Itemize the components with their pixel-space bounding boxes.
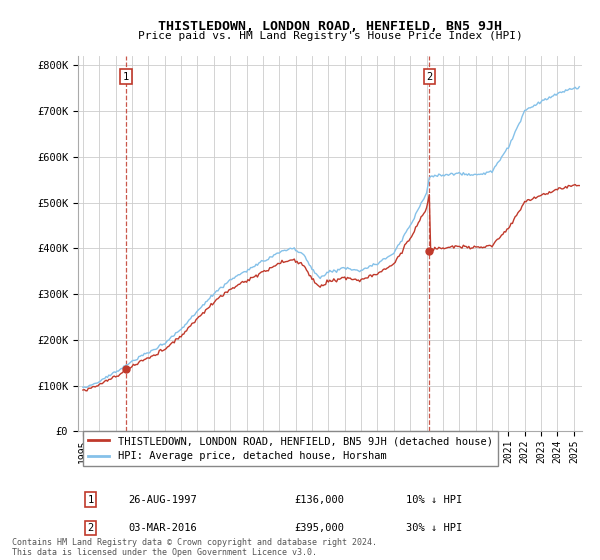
Text: 30% ↓ HPI: 30% ↓ HPI xyxy=(406,522,462,533)
Text: Price paid vs. HM Land Registry's House Price Index (HPI): Price paid vs. HM Land Registry's House … xyxy=(137,31,523,41)
Text: 1: 1 xyxy=(88,494,94,505)
Text: Contains HM Land Registry data © Crown copyright and database right 2024.
This d: Contains HM Land Registry data © Crown c… xyxy=(12,538,377,557)
Text: 1: 1 xyxy=(123,72,129,82)
Legend: THISTLEDOWN, LONDON ROAD, HENFIELD, BN5 9JH (detached house), HPI: Average price: THISTLEDOWN, LONDON ROAD, HENFIELD, BN5 … xyxy=(83,431,498,466)
Text: 2: 2 xyxy=(88,522,94,533)
Text: THISTLEDOWN, LONDON ROAD, HENFIELD, BN5 9JH: THISTLEDOWN, LONDON ROAD, HENFIELD, BN5 … xyxy=(158,20,502,32)
Text: 2: 2 xyxy=(426,72,433,82)
Text: 10% ↓ HPI: 10% ↓ HPI xyxy=(406,494,462,505)
Text: £136,000: £136,000 xyxy=(295,494,345,505)
Text: 03-MAR-2016: 03-MAR-2016 xyxy=(128,522,197,533)
Text: 26-AUG-1997: 26-AUG-1997 xyxy=(128,494,197,505)
Text: £395,000: £395,000 xyxy=(295,522,345,533)
